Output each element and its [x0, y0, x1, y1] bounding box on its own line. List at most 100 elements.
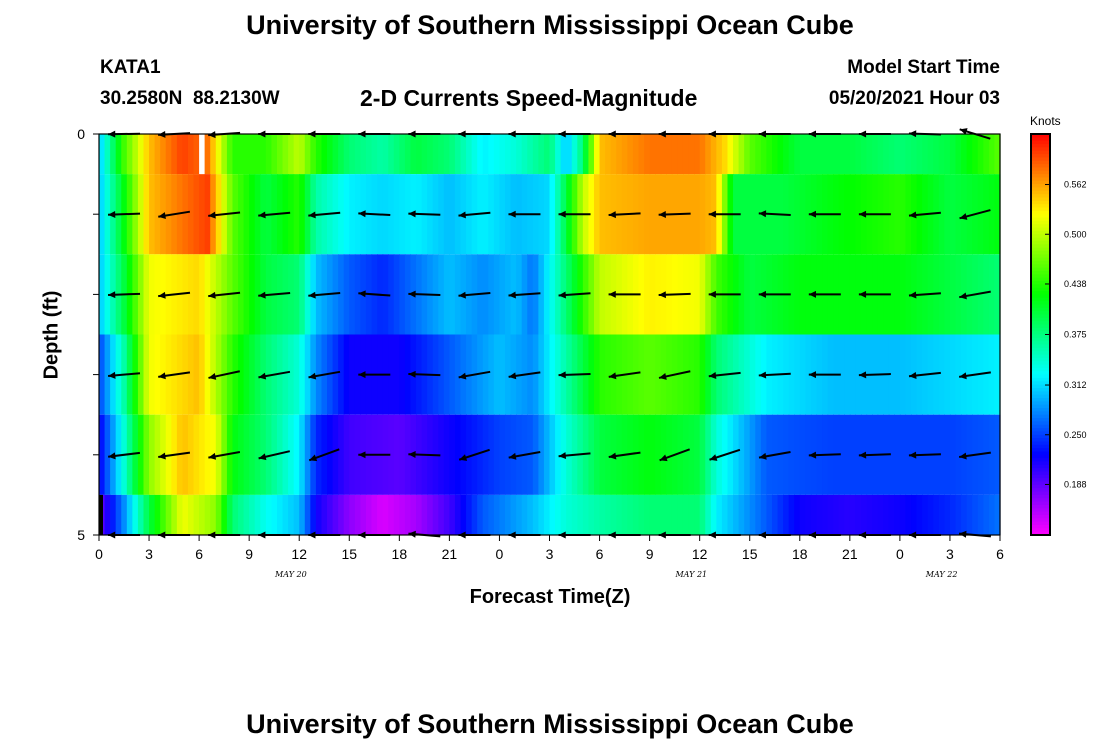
current-vector [858, 451, 891, 459]
heat-cell [488, 174, 495, 255]
heat-cell [682, 414, 690, 495]
heat-cell [783, 134, 790, 175]
heat-cell [666, 134, 673, 175]
heat-cell [560, 134, 567, 175]
current-vector [708, 210, 741, 218]
heat-cell [543, 174, 551, 255]
heat-cell [327, 134, 334, 175]
heat-cell [338, 334, 345, 415]
heat-cell [538, 334, 545, 415]
heat-cell [404, 254, 412, 335]
heat-cell [988, 494, 996, 535]
heat-cell [944, 174, 951, 255]
colorbar-swatch [1031, 441, 1050, 446]
heat-cell [549, 134, 556, 175]
x-tick-label: 15 [341, 546, 357, 562]
colorbar-swatch [1031, 491, 1050, 496]
heat-cell [599, 414, 606, 495]
heat-cell [694, 334, 701, 415]
heat-cell [538, 254, 545, 335]
current-vector [709, 448, 741, 461]
heat-cell [760, 134, 768, 175]
colorbar-swatch [1031, 438, 1050, 443]
heat-cell [688, 414, 695, 495]
current-vector [858, 290, 891, 298]
heat-cell [438, 254, 445, 335]
heat-cell [655, 134, 662, 175]
current-vector [908, 531, 941, 539]
heat-cell [454, 494, 462, 535]
heat-cell [682, 494, 690, 535]
heat-cell [499, 414, 506, 495]
chart-subtitle: 2-D Currents Speed-Magnitude [360, 85, 698, 111]
heat-cell [977, 134, 984, 175]
heat-cell [265, 414, 273, 495]
heat-cell [927, 494, 934, 535]
heat-cell [844, 174, 851, 255]
current-vector [358, 451, 391, 459]
heat-cell [894, 134, 901, 175]
heat-cell [966, 134, 973, 175]
colorbar-swatch [1031, 471, 1050, 476]
heat-cell [649, 414, 656, 495]
x-tick-label: 18 [392, 546, 408, 562]
heat-cell [243, 254, 250, 335]
colorbar-swatch [1031, 230, 1050, 235]
current-vector [108, 371, 141, 379]
heat-cell [404, 134, 412, 175]
heat-cell [705, 174, 712, 255]
heat-cell [176, 494, 184, 535]
heat-cell [265, 494, 273, 535]
heat-cell [193, 414, 200, 495]
colorbar-swatch [1031, 451, 1050, 456]
colorbar-swatch [1031, 321, 1050, 326]
heat-cell [727, 494, 734, 535]
heat-cell [894, 254, 901, 335]
heat-cell [243, 334, 250, 415]
heat-cell [338, 414, 345, 495]
heat-cell [599, 134, 606, 175]
heat-cell [388, 174, 395, 255]
heat-cell [755, 134, 762, 175]
heat-cell [599, 174, 606, 255]
colorbar-swatch [1031, 377, 1050, 382]
current-vector [458, 291, 491, 299]
heat-cell [588, 494, 595, 535]
current-vector [158, 210, 191, 220]
x-tick-label: 6 [996, 546, 1004, 562]
station-coordinates: 30.2580N 88.2130W [100, 88, 280, 109]
heat-cell [605, 334, 612, 415]
heat-cell [894, 494, 901, 535]
heat-cell [265, 134, 273, 175]
current-vector [308, 291, 341, 299]
colorbar-swatch [1031, 274, 1050, 279]
x-tick-label: 12 [692, 546, 708, 562]
heat-cell [699, 254, 706, 335]
heat-cell [193, 334, 200, 415]
colorbar-swatch [1031, 271, 1050, 275]
heat-cell [360, 134, 367, 175]
x-tick-label: 21 [842, 546, 858, 562]
heat-cell [805, 134, 812, 175]
y-tick-label: 5 [77, 527, 85, 543]
colorbar-swatch [1031, 160, 1050, 165]
heat-cell [354, 494, 361, 535]
colorbar-swatch [1031, 190, 1050, 195]
colorbar-swatch [1031, 518, 1050, 523]
heat-cell [994, 174, 1001, 255]
heat-cell [238, 494, 245, 535]
colorbar-tick-label: 0.250 [1064, 430, 1087, 440]
colorbar-swatch [1031, 244, 1050, 249]
heat-cell [961, 494, 968, 535]
heat-cell [610, 494, 617, 535]
model-start-time: 05/20/2021 Hour 03 [828, 88, 1000, 109]
heat-cell [427, 134, 434, 175]
heat-cell [949, 414, 957, 495]
heat-cell [321, 134, 328, 175]
heat-cell [860, 134, 868, 175]
current-vector [258, 130, 291, 138]
colorbar-swatch [1031, 521, 1050, 526]
current-vector [108, 130, 141, 138]
heat-cell [471, 494, 478, 535]
heat-cell [299, 134, 306, 175]
